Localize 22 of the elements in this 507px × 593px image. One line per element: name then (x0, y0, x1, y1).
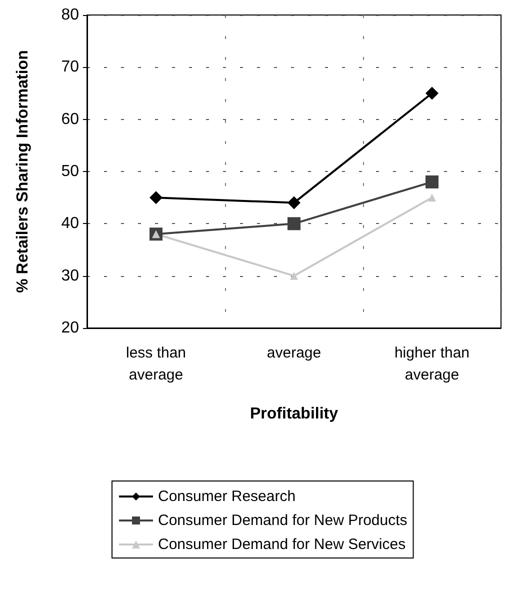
y-axis-title: % Retailers Sharing Information (14, 50, 32, 293)
x-tick-label: less than average (126, 344, 186, 384)
point (290, 272, 298, 280)
y-tick-label: 40 (61, 215, 80, 232)
y-tick-label: 30 (61, 267, 80, 284)
y-tick-label: 70 (61, 58, 80, 76)
legend-label: Consumer Demand for New Products (158, 512, 408, 529)
legend-label: Consumer Research (158, 488, 296, 505)
point (428, 194, 436, 202)
legend-label: Consumer Demand for New Services (158, 536, 406, 553)
y-tick-label: 20 (61, 320, 80, 336)
point (150, 191, 162, 204)
x-axis-title: Profitability (250, 406, 338, 422)
point (288, 196, 300, 210)
x-tick-label: average (266, 344, 322, 362)
x-tick-label: higher than average (394, 344, 470, 384)
y-tick-label: 80 (61, 6, 80, 24)
y-tick-label: 60 (61, 110, 80, 128)
point (426, 86, 438, 100)
point (288, 217, 300, 230)
y-tick-label: 50 (61, 163, 80, 180)
point (426, 175, 438, 188)
